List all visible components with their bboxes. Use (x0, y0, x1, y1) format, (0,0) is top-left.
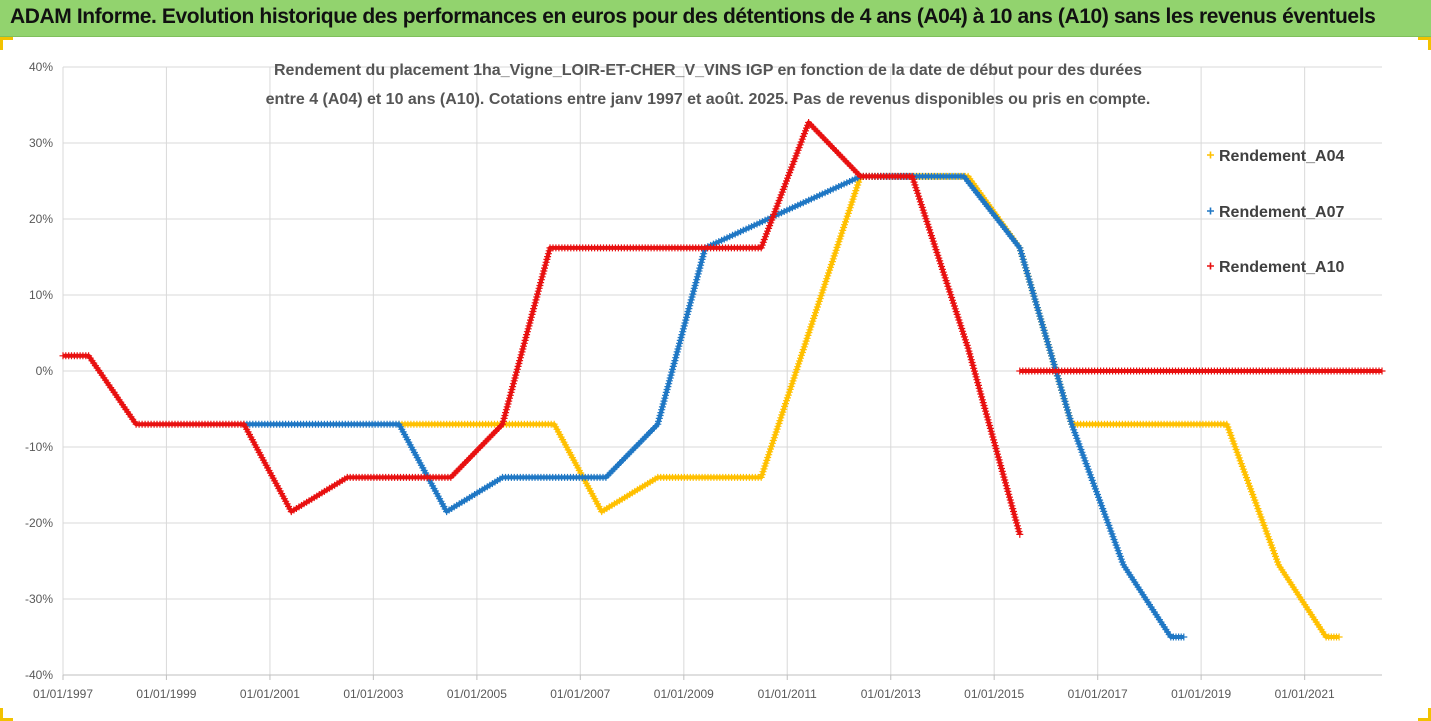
corner-mark (0, 37, 13, 50)
x-tick-label: 01/01/2001 (240, 687, 300, 701)
y-tick-label: -20% (25, 516, 53, 530)
series-markers (240, 172, 1188, 641)
series-rendement-a07 (240, 172, 1188, 641)
x-tick-label: 01/01/2009 (654, 687, 714, 701)
legend-marker (1207, 207, 1214, 215)
x-tick-label: 01/01/2019 (1171, 687, 1231, 701)
corner-mark (1418, 708, 1431, 721)
series-rendement-a04 (395, 172, 1343, 641)
y-tick-label: 30% (29, 136, 53, 150)
y-tick-label: -10% (25, 440, 53, 454)
x-tick-label: 01/01/2021 (1275, 687, 1335, 701)
grid (62, 66, 1382, 676)
x-tick-label: 01/01/2005 (447, 687, 507, 701)
legend-label: Rendement_A07 (1219, 204, 1344, 221)
series-line (399, 174, 1340, 639)
x-tick-label: 01/01/1999 (136, 687, 196, 701)
series-rendement-a10 (59, 119, 1386, 538)
legend-item-rendement-a10: Rendement_A10 (1207, 259, 1344, 276)
x-tick-label: 01/01/2013 (861, 687, 921, 701)
y-tick-label: 40% (29, 60, 53, 74)
chart-title-line-1: Rendement du placement 1ha_Vigne_LOIR-ET… (274, 62, 1142, 79)
y-tick-label: 20% (29, 212, 53, 226)
legend-marker (1207, 262, 1214, 270)
series-markers (1016, 367, 1386, 375)
y-tick-label: 0% (36, 364, 54, 378)
y-tick-label: 10% (29, 288, 53, 302)
axes: 40% 30% 20% 10% 0% -10% -20% -30% -40% 01/01/1997… (25, 60, 1382, 701)
corner-mark (0, 708, 13, 721)
legend: Rendement_A04 Rendement_A07 Rendement_A10 (1207, 148, 1344, 276)
x-tick-label: 01/01/2017 (1068, 687, 1128, 701)
chart-title: Rendement du placement 1ha_Vigne_LOIR-ET… (266, 62, 1151, 108)
series-markers (395, 172, 1343, 641)
legend-marker (1207, 151, 1214, 159)
chart-area: 40% 30% 20% 10% 0% -10% -20% -30% -40% 01/01/1997… (0, 37, 1431, 721)
series-line (63, 120, 1022, 535)
legend-label: Rendement_A10 (1219, 259, 1344, 276)
series-markers (59, 119, 1024, 538)
x-tick-label: 01/01/2015 (964, 687, 1024, 701)
legend-item-rendement-a07: Rendement_A07 (1207, 204, 1344, 221)
y-tick-label: -40% (25, 668, 53, 682)
y-tick-label: -30% (25, 592, 53, 606)
legend-item-rendement-a04: Rendement_A04 (1207, 148, 1344, 165)
x-tick-label: 01/01/2011 (758, 687, 817, 701)
corner-mark (1418, 37, 1431, 50)
title-banner: ADAM Informe. Evolution historique des p… (0, 0, 1431, 37)
legend-label: Rendement_A04 (1219, 148, 1344, 165)
chart-title-line-2: entre 4 (A04) et 10 ans (A10). Cotations… (266, 91, 1151, 108)
series (59, 119, 1386, 641)
x-tick-label: 01/01/2003 (343, 687, 403, 701)
performance-chart: 40% 30% 20% 10% 0% -10% -20% -30% -40% 01/01/1997… (25, 60, 1386, 701)
x-tick-label: 01/01/2007 (550, 687, 610, 701)
report-title: ADAM Informe. Evolution historique des p… (10, 5, 1376, 28)
x-tick-label: 01/01/1997 (33, 687, 93, 701)
